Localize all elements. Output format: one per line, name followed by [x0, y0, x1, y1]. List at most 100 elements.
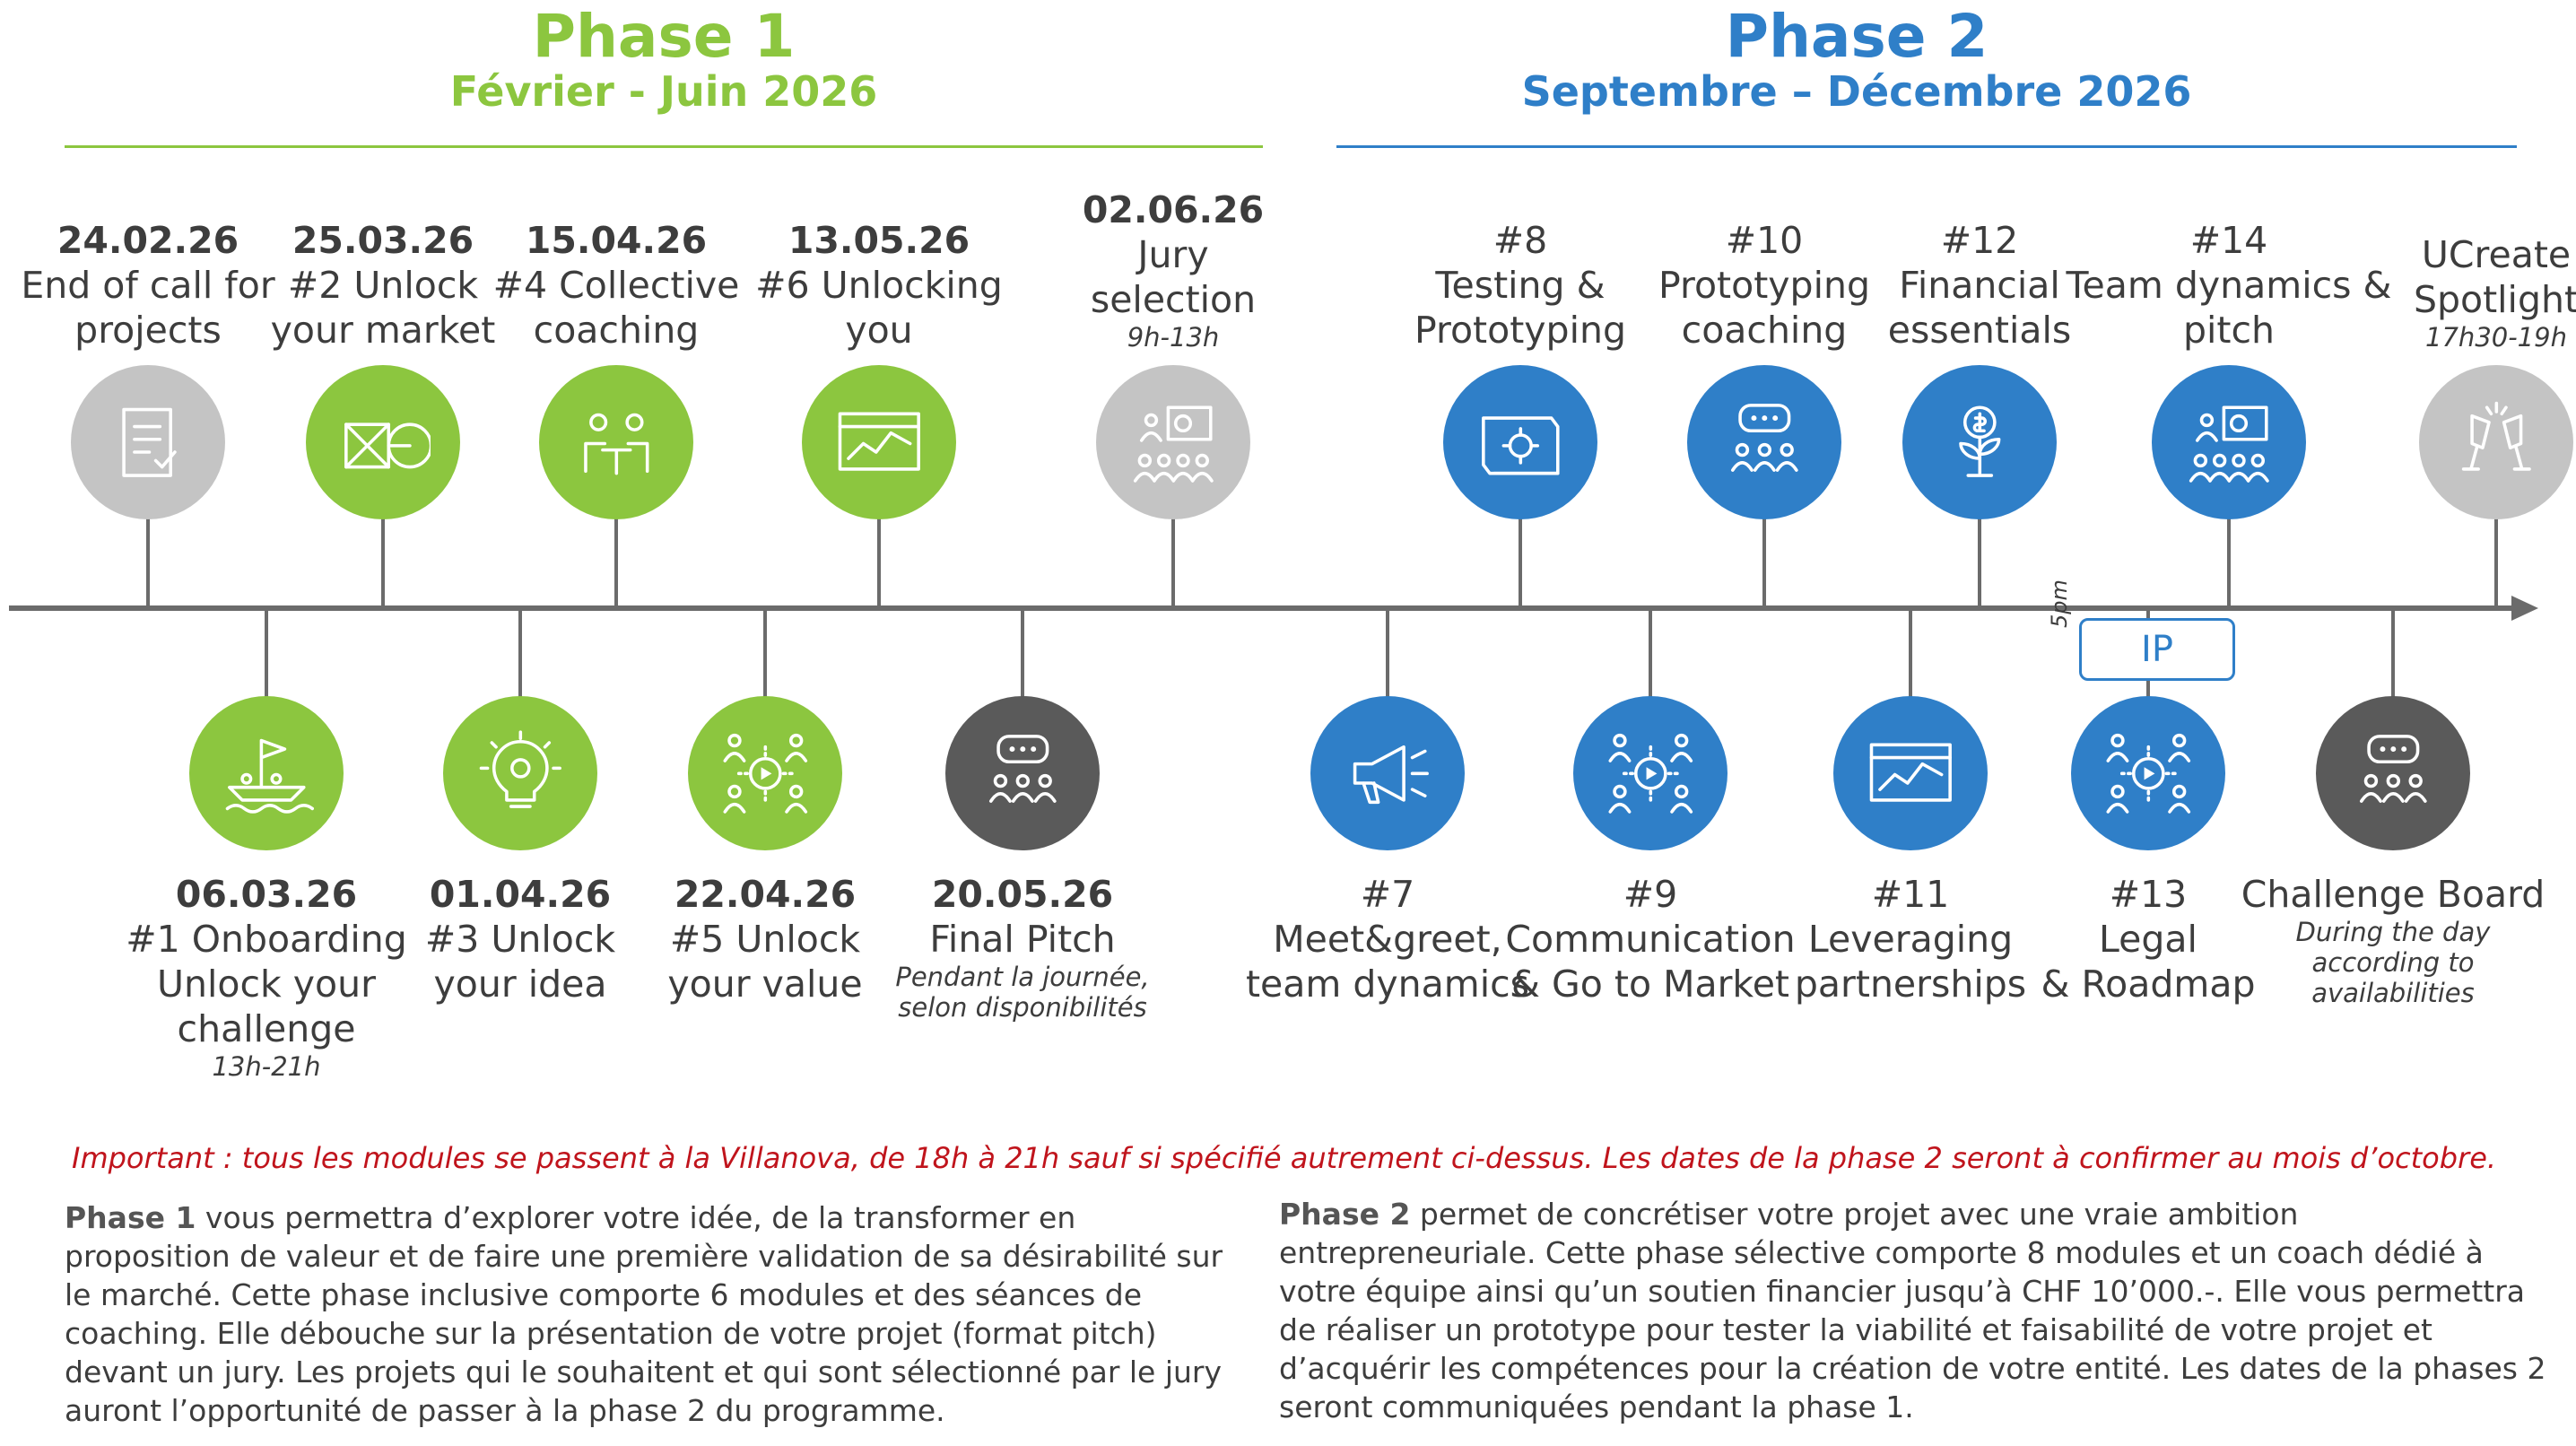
- milestone-title-line: Communication: [1505, 918, 1796, 961]
- timeline-connector: [763, 608, 767, 773]
- phase1-description: Phase 1 vous permettra d’explorer votre …: [65, 1198, 1249, 1430]
- milestone-title-line: #3 Unlock: [424, 918, 616, 961]
- milestone-label: 20.05.26 Final Pitch Pendant la journée, s…: [888, 872, 1157, 1023]
- milestone-date: 06.03.26: [175, 873, 358, 916]
- team-gear-icon: [2106, 733, 2190, 814]
- milestone-label: 24.02.26 End of call for projects: [21, 218, 274, 353]
- milestone-title-line: End of call for: [21, 264, 275, 307]
- milestone-label: #9 Communication & Go to Market: [1505, 872, 1795, 1006]
- phase2-dates: Septembre – Décembre 2026: [1521, 67, 2192, 116]
- milestone-title-line: coaching: [533, 309, 700, 352]
- milestone-title-line: partnerships: [1794, 963, 2027, 1006]
- milestone-circle: [945, 696, 1100, 850]
- milestone-label: #14 Team dynamics & pitch: [2066, 218, 2391, 353]
- timeline-arrow-head: [2511, 596, 2538, 621]
- champagne-toast-icon: [2461, 401, 2531, 471]
- timeline-axis: [9, 605, 2520, 611]
- jury-presentation-icon: [2189, 405, 2269, 483]
- money-plant-icon: [1958, 405, 2001, 477]
- timeline-connector: [1386, 608, 1389, 773]
- milestone-title-line: #11: [1871, 873, 1950, 916]
- milestone-note: Pendant la journée, selon disponibilités: [895, 962, 1150, 1023]
- milestone-label: #10 Prototyping coaching: [1658, 218, 1870, 353]
- milestone-date: 24.02.26: [57, 219, 239, 262]
- milestone-title-line: Prototyping: [1658, 264, 1870, 307]
- phase2-description-text: permet de concrétiser votre projet avec …: [1279, 1197, 2546, 1424]
- milestone-circle: [1687, 365, 1841, 519]
- milestone-label: #13 Legal & Roadmap: [2041, 872, 2256, 1006]
- milestone-circle: [71, 365, 225, 519]
- milestone-circle: [688, 696, 842, 850]
- chat-people-icon: [2359, 734, 2427, 803]
- milestone-note: During the day according to availabiliti…: [2295, 917, 2491, 1008]
- milestone-date: 13.05.26: [788, 219, 970, 262]
- milestone-title-line: & Roadmap: [2041, 963, 2256, 1006]
- board-chart-icon: [838, 412, 920, 471]
- timeline-connector: [2494, 442, 2498, 608]
- milestone-title-line: Jury: [1137, 233, 1209, 276]
- milestone-title-line: projects: [74, 309, 222, 352]
- timeline-connector: [1909, 608, 1912, 773]
- timeline-connector: [1762, 442, 1766, 608]
- milestone-date: 15.04.26: [525, 219, 708, 262]
- timeline-connector: [1021, 608, 1024, 773]
- phase2-description: Phase 2 permet de concrétiser votre proj…: [1279, 1195, 2562, 1426]
- milestone-title-line: #2 Unlock: [287, 264, 479, 307]
- ip-badge: IP: [2079, 618, 2235, 681]
- milestone-note: 13h-21h: [212, 1051, 321, 1082]
- boat-flag-icon: [225, 738, 314, 814]
- board-chart-icon: [1869, 743, 1952, 802]
- timeline-connector: [877, 442, 881, 608]
- milestone-title-line: essentials: [1887, 309, 2072, 352]
- team-gear-icon: [723, 733, 807, 814]
- milestone-circle: [1573, 696, 1727, 850]
- phase2-underline: [1336, 145, 2517, 148]
- milestone-circle: [2316, 696, 2470, 850]
- milestone-circle: [2152, 365, 2306, 519]
- timeline-connector: [265, 608, 268, 773]
- phase2-title: Phase 2: [1725, 2, 1989, 71]
- milestone-label: #7 Meet&greet, team dynamics: [1246, 872, 1529, 1006]
- milestone-circle: [189, 696, 344, 850]
- timeline-connector: [1978, 442, 1981, 608]
- milestone-date: 20.05.26: [931, 873, 1114, 916]
- milestone-label: 25.03.26 #2 Unlock your market: [271, 218, 496, 353]
- phase1-title: Phase 1: [532, 2, 796, 71]
- chat-people-icon: [1730, 403, 1798, 472]
- milestone-label: 22.04.26 #5 Unlock your value: [667, 872, 862, 1006]
- milestone-title-line: #6 Unlocking: [755, 264, 1003, 307]
- phase1-underline: [65, 145, 1263, 148]
- milestone-title-line: Challenge Board: [2241, 873, 2546, 916]
- milestone-title-line: #8: [1493, 219, 1548, 262]
- milestone-label: 01.04.26 #3 Unlock your idea: [425, 872, 615, 1006]
- megaphone-icon: [1353, 745, 1429, 804]
- milestone-title-line: team dynamics: [1245, 963, 1530, 1006]
- milestone-title-line: your value: [667, 963, 863, 1006]
- milestone-title-line: Testing &: [1435, 264, 1606, 307]
- milestone-title-line: Meet&greet,: [1273, 918, 1502, 961]
- milestone-circle: [1833, 696, 1988, 850]
- meeting-table-icon: [583, 413, 649, 475]
- phase1-dates: Février - Juin 2026: [449, 67, 878, 116]
- milestone-title-line: #5 Unlock: [669, 918, 861, 961]
- milestone-title-line: Prototyping: [1414, 309, 1626, 352]
- milestone-title-line: Unlock your: [157, 963, 376, 1006]
- milestone-label: 15.04.26 #4 Collective coaching: [493, 218, 740, 353]
- milestone-title-line: Legal: [2099, 918, 2197, 961]
- milestone-title-line: #10: [1725, 219, 1804, 262]
- timeline-connector: [146, 442, 150, 608]
- milestone-title-line: #12: [1940, 219, 2019, 262]
- milestone-title-line: your idea: [433, 963, 607, 1006]
- square-circle-icon: [344, 422, 431, 469]
- milestone-date: 25.03.26: [292, 219, 474, 262]
- milestone-date: 02.06.26: [1082, 188, 1265, 231]
- milestone-circle: [802, 365, 956, 519]
- milestone-label: 06.03.26 #1 Onboarding Unlock your challeng…: [126, 872, 407, 1082]
- milestone-title-line: selection: [1090, 278, 1257, 321]
- milestone-label: UCreate Spotlight 17h30-19h: [2414, 232, 2576, 353]
- timeline-connector: [614, 442, 618, 608]
- milestone-title-line: Final Pitch: [929, 918, 1116, 961]
- milestone-title-line: #7: [1360, 873, 1415, 916]
- timeline-connector: [1519, 442, 1522, 608]
- milestone-title-line: #13: [2109, 873, 2188, 916]
